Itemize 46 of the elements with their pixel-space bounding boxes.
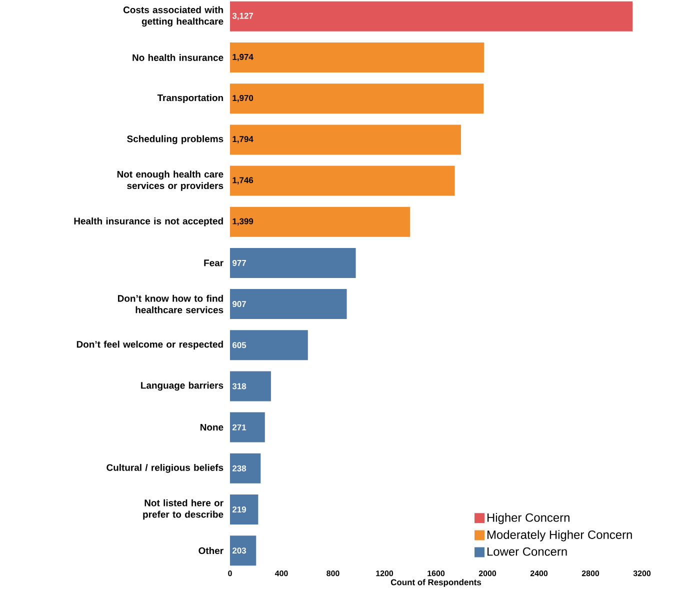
y-tick-label: Transportation: [157, 94, 223, 104]
y-tick-label: None: [200, 424, 224, 431]
y-tick-label: Costs associated with getting healthcare: [123, 6, 224, 27]
data-label: 907: [232, 301, 246, 308]
y-tick-label: Not listed here or prefer to describe: [143, 499, 224, 520]
y-tick-label: Language barriers: [141, 382, 224, 391]
y-tick-label: Not enough health care services or providers: [117, 170, 224, 191]
legend-label: Moderately Higher Concern: [488, 530, 632, 542]
bar: [230, 42, 484, 73]
bar: [230, 206, 410, 237]
data-label: 219: [232, 506, 246, 512]
data-label: 271: [232, 424, 246, 430]
x-axis-title: Count of Respondents: [390, 579, 482, 587]
data-label: 1,794: [232, 136, 254, 144]
y-tick-label: Cultural / religious beliefs: [106, 464, 224, 473]
data-label: 1,970: [232, 95, 254, 102]
data-label: 977: [232, 260, 246, 266]
bar: [230, 124, 461, 155]
bar: [230, 412, 265, 442]
y-tick-label: Don’t feel welcome or respected: [76, 340, 223, 350]
legend-label: Higher Concern: [488, 513, 570, 524]
bar: [230, 84, 484, 114]
bar: [230, 536, 256, 566]
y-tick-label: Don’t know how to find healthcare services: [118, 294, 224, 314]
y-tick-label: Health insurance is not accepted: [74, 217, 223, 226]
bar: [230, 330, 308, 360]
bar: [230, 166, 455, 196]
bar: [230, 453, 261, 484]
y-tick-label: Other: [198, 547, 224, 554]
bar: [230, 289, 347, 320]
y-tick-label: No health insurance: [132, 54, 224, 61]
data-label: 318: [232, 383, 246, 390]
data-label: 1,974: [232, 54, 254, 62]
data-label: 1,399: [232, 218, 254, 226]
data-label: 605: [232, 342, 246, 348]
bar: [230, 248, 356, 278]
bar: [230, 371, 271, 402]
data-label: 1,746: [232, 177, 254, 184]
bar: [230, 1, 633, 32]
data-label: 3,127: [232, 12, 254, 20]
data-label: 238: [232, 465, 246, 472]
legend-label: Lower Concern: [488, 547, 567, 556]
bar: [230, 494, 258, 524]
y-tick-label: Scheduling problems: [127, 135, 224, 144]
y-tick-label: Fear: [204, 260, 224, 266]
data-label: 203: [232, 548, 246, 554]
